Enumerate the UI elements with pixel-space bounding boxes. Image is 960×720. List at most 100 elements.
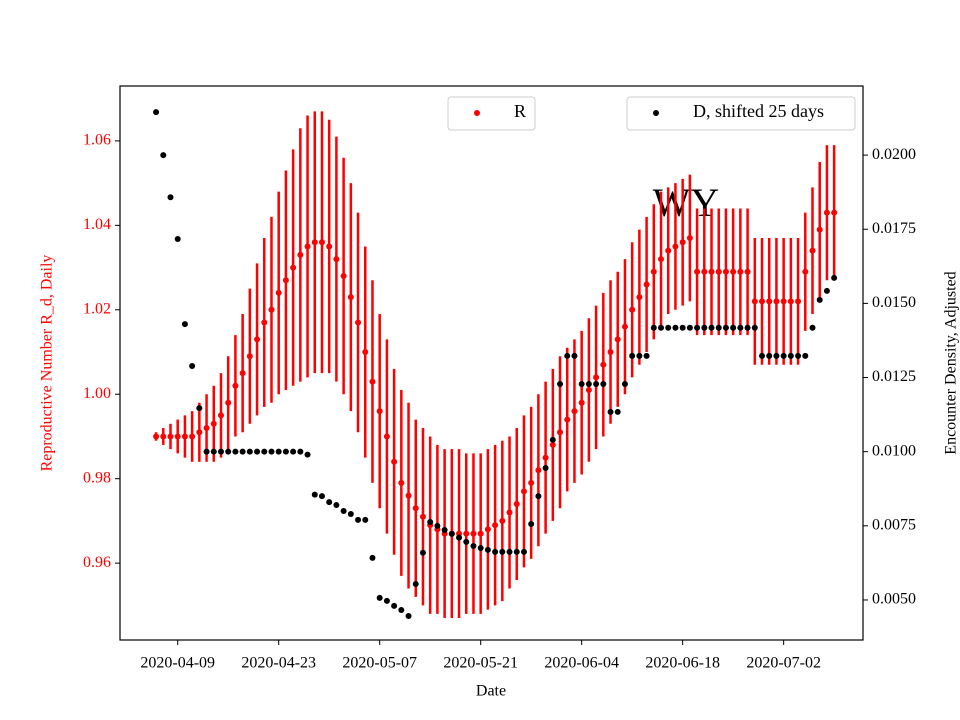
data-point <box>600 381 607 388</box>
data-point <box>643 281 650 288</box>
data-point <box>578 381 585 388</box>
data-point <box>254 336 261 343</box>
data-point <box>766 352 773 359</box>
data-point <box>340 273 347 280</box>
legend-label: R <box>514 101 526 121</box>
data-point <box>376 408 383 415</box>
data-point <box>759 352 766 359</box>
data-point <box>239 448 246 455</box>
data-point <box>477 530 484 537</box>
data-point <box>419 549 426 556</box>
legend-marker <box>653 110 659 116</box>
data-point <box>513 501 520 508</box>
data-point <box>275 289 282 296</box>
data-point <box>311 239 318 246</box>
annotation: WY <box>653 180 720 225</box>
x-tick-label: 2020-05-07 <box>342 655 417 672</box>
data-point <box>268 448 275 455</box>
data-point <box>318 239 325 246</box>
data-point <box>614 336 621 343</box>
data-point <box>650 268 657 275</box>
data-point <box>463 538 470 545</box>
data-point <box>520 488 527 495</box>
data-point <box>542 464 549 471</box>
data-point <box>535 493 542 500</box>
data-point <box>701 268 708 275</box>
y2-tick-label: 0.0050 <box>872 591 916 608</box>
data-point <box>153 109 160 116</box>
data-point <box>759 298 766 305</box>
data-point <box>268 306 275 313</box>
data-point <box>621 381 628 388</box>
data-point <box>217 412 224 419</box>
data-point <box>362 516 369 523</box>
data-point <box>773 298 780 305</box>
data-point <box>254 448 261 455</box>
data-point <box>600 361 607 368</box>
data-point <box>795 352 802 359</box>
data-point <box>795 298 802 305</box>
data-point <box>232 448 239 455</box>
data-point <box>282 277 289 284</box>
data-point <box>160 433 167 440</box>
data-point <box>275 448 282 455</box>
data-point <box>297 448 304 455</box>
data-point <box>528 479 535 486</box>
data-point <box>802 268 809 275</box>
data-point <box>261 319 268 326</box>
data-point <box>181 433 188 440</box>
data-point <box>658 256 665 263</box>
data-point <box>217 448 224 455</box>
data-point <box>607 408 614 415</box>
data-point <box>225 448 232 455</box>
data-point <box>520 548 527 555</box>
legend-box <box>447 96 536 131</box>
data-point <box>347 294 354 301</box>
data-point <box>636 294 643 301</box>
data-point <box>470 530 477 537</box>
data-point <box>730 268 737 275</box>
data-point <box>701 324 708 331</box>
data-point <box>427 518 434 525</box>
data-point <box>780 298 787 305</box>
data-point <box>398 607 405 614</box>
data-point <box>643 352 650 359</box>
data-point <box>528 521 535 528</box>
data-point <box>376 594 383 601</box>
data-point <box>542 454 549 461</box>
data-point <box>290 264 297 271</box>
data-point <box>210 420 217 427</box>
data-point <box>290 448 297 455</box>
data-point <box>607 349 614 356</box>
data-point <box>304 451 311 458</box>
data-point <box>621 323 628 330</box>
data-point <box>210 448 217 455</box>
data-point <box>484 526 491 533</box>
data-point <box>463 530 470 537</box>
data-point <box>679 324 686 331</box>
data-point <box>153 433 160 440</box>
data-point <box>412 505 419 512</box>
data-point <box>174 236 181 243</box>
data-point <box>593 374 600 381</box>
data-point <box>809 324 816 331</box>
data-point <box>722 268 729 275</box>
data-point <box>189 433 196 440</box>
y-tick-label: 1.06 <box>83 132 111 149</box>
data-point <box>823 209 830 216</box>
data-point <box>744 268 751 275</box>
y2-tick-label: 0.0175 <box>872 220 916 237</box>
y-tick-label: 1.04 <box>83 216 111 233</box>
x-axis-label: Date <box>476 683 506 700</box>
y2-tick-label: 0.0075 <box>872 516 916 533</box>
data-point <box>571 352 578 359</box>
y-axis-label: Reproductive Number R_d, Daily <box>39 255 56 472</box>
data-point <box>787 352 794 359</box>
data-point <box>225 399 232 406</box>
data-point <box>412 580 419 587</box>
data-point <box>261 448 268 455</box>
data-point <box>831 209 838 216</box>
data-point <box>809 247 816 254</box>
data-point <box>383 433 390 440</box>
